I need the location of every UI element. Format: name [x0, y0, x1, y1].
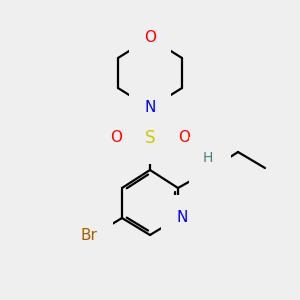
Text: N: N: [176, 211, 188, 226]
Text: O: O: [178, 130, 190, 146]
Text: O: O: [110, 130, 122, 146]
Text: H: H: [203, 151, 213, 165]
Text: S: S: [145, 129, 155, 147]
Text: Br: Br: [81, 227, 98, 242]
Text: N: N: [144, 100, 156, 116]
Text: O: O: [144, 31, 156, 46]
Text: N: N: [204, 164, 216, 179]
